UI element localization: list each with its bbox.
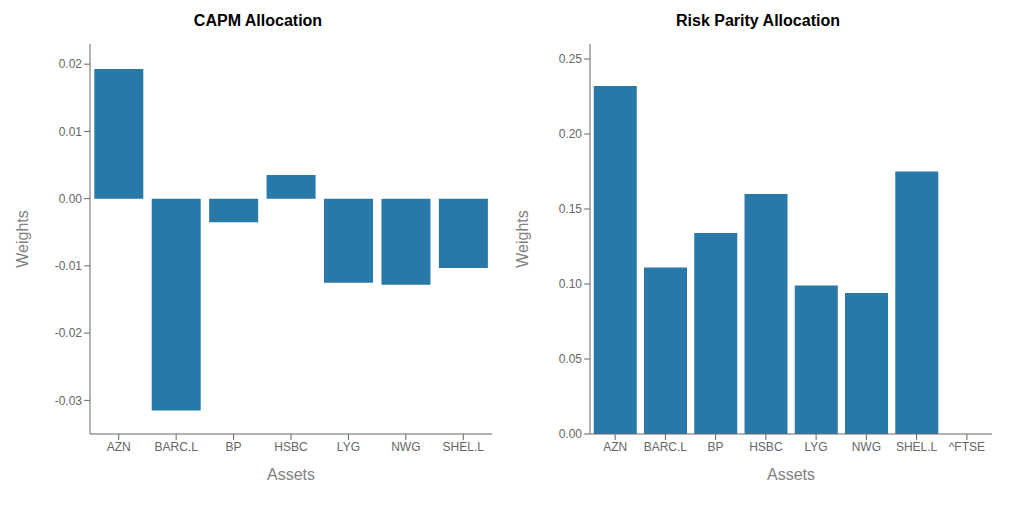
svg-text:0.01: 0.01: [59, 125, 83, 139]
svg-text:LYG: LYG: [805, 440, 828, 454]
svg-text:NWG: NWG: [391, 440, 420, 454]
svg-text:0.20: 0.20: [559, 127, 583, 141]
svg-text:Weights: Weights: [14, 210, 31, 268]
svg-text:AZN: AZN: [107, 440, 131, 454]
svg-text:HSBC: HSBC: [749, 440, 783, 454]
svg-text:0.00: 0.00: [559, 427, 583, 441]
svg-text:LYG: LYG: [337, 440, 360, 454]
svg-text:-0.01: -0.01: [55, 259, 83, 273]
svg-text:0.25: 0.25: [559, 52, 583, 66]
svg-text:^FTSE: ^FTSE: [949, 440, 985, 454]
svg-text:-0.02: -0.02: [55, 326, 83, 340]
svg-text:Assets: Assets: [267, 466, 315, 483]
svg-text:BARC.L: BARC.L: [644, 440, 688, 454]
svg-text:BP: BP: [708, 440, 724, 454]
svg-text:BARC.L: BARC.L: [154, 440, 198, 454]
svg-text:NWG: NWG: [852, 440, 881, 454]
svg-text:-0.03: -0.03: [55, 394, 83, 408]
svg-text:Weights: Weights: [514, 210, 531, 268]
svg-text:0.00: 0.00: [59, 192, 83, 206]
svg-text:0.05: 0.05: [559, 352, 583, 366]
svg-text:HSBC: HSBC: [274, 440, 308, 454]
svg-text:BP: BP: [226, 440, 242, 454]
html-text:Risk Parity Allocation: Risk Parity Allocation: [676, 12, 840, 29]
svg-text:0.10: 0.10: [559, 277, 583, 291]
svg-text:Assets: Assets: [767, 466, 815, 483]
html-text:CAPM Allocation: CAPM Allocation: [193, 12, 323, 29]
svg-text:0.15: 0.15: [559, 202, 583, 216]
svg-text:SHEL.L: SHEL.L: [443, 440, 485, 454]
svg-text:AZN: AZN: [603, 440, 627, 454]
svg-text:SHEL.L: SHEL.L: [896, 440, 938, 454]
svg-text:0.02: 0.02: [59, 57, 83, 71]
